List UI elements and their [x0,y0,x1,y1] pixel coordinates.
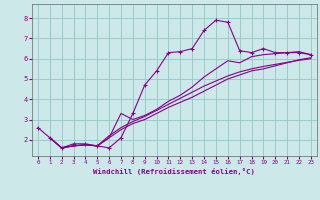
X-axis label: Windchill (Refroidissement éolien,°C): Windchill (Refroidissement éolien,°C) [93,168,255,175]
